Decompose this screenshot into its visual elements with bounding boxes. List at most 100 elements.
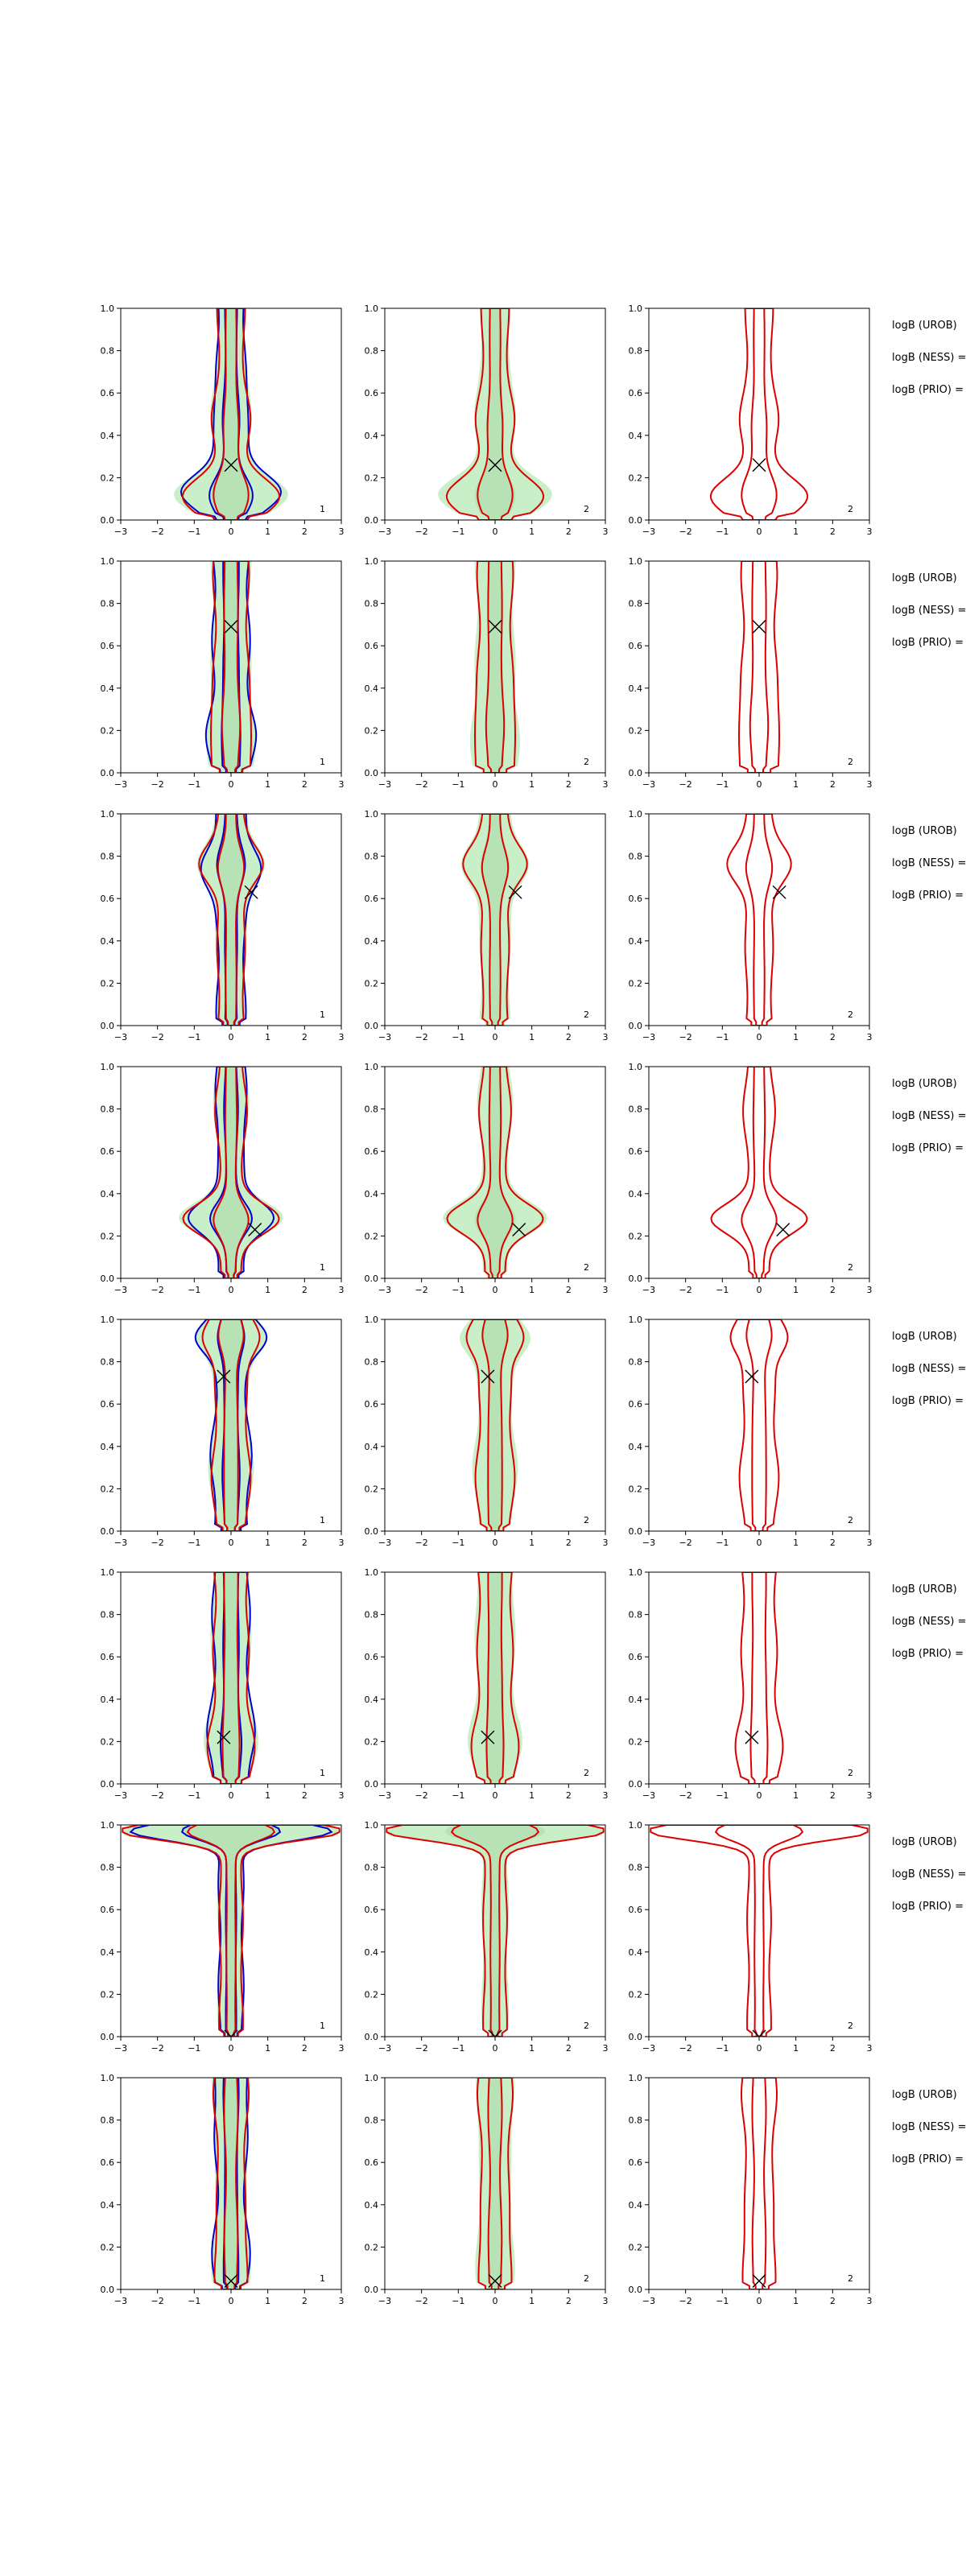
- contour-red-outer: [650, 1825, 869, 2037]
- x-tick-label: −1: [452, 1032, 464, 1042]
- y-tick-label: 0.6: [365, 2157, 379, 2168]
- x-tick-label: 1: [793, 1790, 799, 1801]
- contour-blue-outer: [200, 814, 262, 1026]
- x-tick-label: −1: [716, 779, 729, 790]
- contour-red-outer: [738, 561, 780, 773]
- marker-x: [481, 1730, 495, 1744]
- x-tick-label: 0: [493, 2296, 498, 2306]
- panel-row5-col3: −3 −2 −1 0 1 2 3 0.0 0.2 0.4 0.6 0.8 1.0 2: [629, 1315, 873, 1548]
- contour-red-inner: [745, 814, 774, 1026]
- x-tick-label: −3: [642, 1032, 655, 1042]
- panel-row4-col3: −3 −2 −1 0 1 2 3 0.0 0.2 0.4 0.6 0.8 1.0 2: [629, 1062, 873, 1295]
- y-tick-label: 0.8: [629, 1357, 643, 1368]
- x-tick-label: −3: [642, 1790, 655, 1801]
- x-tick-label: −3: [114, 1790, 127, 1801]
- x-tick-label: 3: [339, 526, 345, 537]
- contour-red-inner: [481, 814, 510, 1026]
- contour-red-outer: [445, 308, 545, 520]
- y-tick-label: 1.0: [101, 556, 115, 567]
- contour-red-outer: [181, 308, 281, 520]
- x-tick-label: −1: [452, 1790, 464, 1801]
- y-tick-label: 1.0: [365, 303, 379, 314]
- panel-row1-col3: −3 −2 −1 0 1 2 3 0.0 0.2 0.4 0.6 0.8 1.0 2: [629, 303, 873, 537]
- y-tick-label: 0.8: [101, 1610, 115, 1620]
- x-tick-label: −2: [151, 779, 164, 790]
- x-tick-label: 3: [339, 2296, 345, 2306]
- x-tick-label: 2: [302, 2043, 308, 2054]
- y-tick-label: 0.0: [629, 1274, 643, 1284]
- y-tick-label: 0.2: [365, 2242, 379, 2252]
- y-tick-label: 0.4: [365, 1189, 379, 1199]
- y-tick-label: 0.6: [629, 2157, 643, 2168]
- y-tick-label: 0.0: [101, 515, 115, 526]
- y-tick-label: 1.0: [101, 303, 115, 314]
- x-tick-label: 3: [339, 2043, 345, 2054]
- y-tick-label: 0.6: [101, 1905, 115, 1915]
- contour-red-outer: [210, 561, 252, 773]
- marker-x: [752, 2029, 766, 2037]
- x-tick-label: −2: [679, 2296, 692, 2306]
- marker-x: [488, 2029, 502, 2037]
- x-tick-label: 0: [493, 526, 498, 537]
- x-tick-label: 3: [603, 1538, 609, 1548]
- y-tick-label: 0.8: [629, 1104, 643, 1115]
- x-tick-label: 0: [493, 1032, 498, 1042]
- x-tick-label: 0: [493, 1790, 498, 1801]
- y-tick-label: 0.6: [101, 1399, 115, 1410]
- y-tick-label: 0.6: [629, 1905, 643, 1915]
- y-tick-label: 0.8: [365, 1357, 379, 1368]
- y-tick-label: 0.4: [629, 936, 643, 947]
- y-tick-label: 0.4: [629, 1947, 643, 1958]
- contour-red-outer: [709, 308, 809, 520]
- x-tick-label: −3: [114, 2043, 127, 2054]
- y-tick-label: 0.0: [629, 1526, 643, 1537]
- y-tick-label: 0.4: [101, 936, 115, 947]
- x-tick-label: −3: [378, 1032, 391, 1042]
- contour-red-inner: [481, 1319, 509, 1531]
- x-tick-label: 2: [566, 1790, 572, 1801]
- x-tick-label: −2: [415, 2296, 428, 2306]
- marker-x: [508, 885, 522, 899]
- x-tick-label: −3: [378, 1285, 391, 1295]
- x-tick-label: 0: [757, 2296, 762, 2306]
- y-tick-label: 0.2: [101, 473, 115, 483]
- contour-blue-outer: [194, 1319, 268, 1531]
- contour-red-outer: [122, 1825, 341, 2037]
- marker-x: [745, 1369, 759, 1384]
- x-tick-label: 2: [566, 1285, 572, 1295]
- contour-blue-inner: [217, 1319, 246, 1531]
- density-fill-inner: [487, 2078, 503, 2289]
- x-tick-label: −1: [716, 2043, 729, 2054]
- y-tick-label: 0.4: [365, 936, 379, 947]
- x-tick-label: −1: [188, 779, 200, 790]
- panel-id-label: 2: [584, 1009, 589, 1020]
- contour-red-inner: [485, 1572, 505, 1784]
- x-tick-label: 0: [229, 2296, 234, 2306]
- contour-red-inner: [213, 308, 250, 520]
- x-tick-label: 3: [339, 1285, 345, 1295]
- panel-id-label: 2: [848, 2273, 853, 2284]
- side-label-3: logB (PRIO) =: [892, 384, 964, 396]
- contour-red-inner: [485, 561, 506, 773]
- x-tick-label: −2: [151, 1285, 164, 1295]
- y-tick-label: 0.8: [101, 1863, 115, 1873]
- x-tick-label: −3: [642, 2043, 655, 2054]
- y-tick-label: 0.0: [629, 1021, 643, 1031]
- y-tick-label: 0.4: [365, 1947, 379, 1958]
- x-tick-label: 3: [603, 2296, 609, 2306]
- x-tick-label: 2: [302, 1790, 308, 1801]
- y-tick-label: 0.2: [365, 1484, 379, 1494]
- panel-row3-col2: −3 −2 −1 0 1 2 3 0.0 0.2 0.4 0.6 0.8 1.0 2: [365, 809, 609, 1042]
- x-tick-label: −3: [114, 2296, 127, 2306]
- panel-id-label: 2: [848, 757, 853, 767]
- y-tick-label: 0.4: [629, 431, 643, 441]
- marker-x: [248, 1223, 262, 1237]
- x-tick-label: 3: [339, 1032, 345, 1042]
- y-tick-label: 0.2: [629, 1736, 643, 1747]
- y-tick-label: 0.4: [365, 1442, 379, 1452]
- side-label-1: logB (UROB): [892, 825, 957, 837]
- panel-row4-col2: −3 −2 −1 0 1 2 3 0.0 0.2 0.4 0.6 0.8 1.0 2: [365, 1062, 609, 1295]
- marker-x: [488, 458, 502, 473]
- panel-id-label: 2: [848, 504, 853, 514]
- x-tick-label: −1: [188, 1538, 200, 1548]
